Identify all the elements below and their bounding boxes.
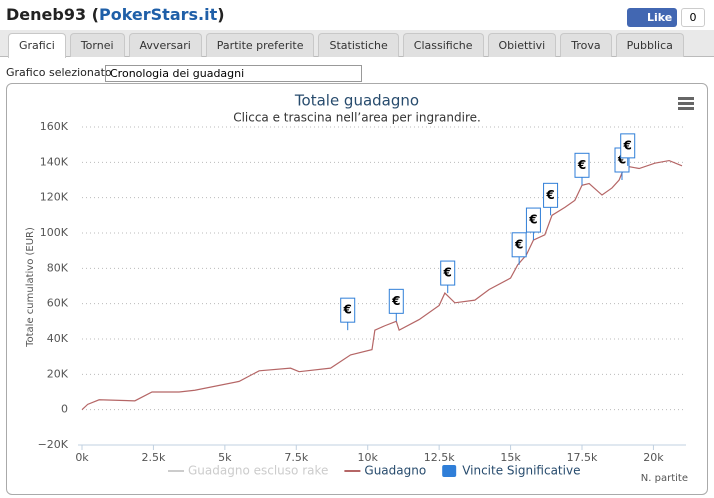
flag[interactable]: € [511,232,527,265]
flag[interactable]: € [543,182,559,216]
tab[interactable]: Classifiche [402,33,484,57]
series-line [81,159,683,411]
flag[interactable]: € [620,133,636,166]
tab[interactable]: Trova [560,33,612,57]
tab-bar: Grafici Tornei Avversari Partite preferite S… [0,30,714,58]
flag-box [525,207,541,233]
y-tick-label: 0 [61,403,68,416]
site-link[interactable]: PokerStars.it [98,5,218,24]
menu-button[interactable] [678,97,694,110]
legend-entry[interactable]: Guadagno [364,464,426,478]
like-button[interactable]: Like [627,8,677,27]
y-axis-title: Totale cumulativo (EUR) [25,227,36,348]
header-title: Deneb93 (PokerStars.it) [6,5,225,24]
flag-label: € [577,158,586,172]
x-tick-label: 12.5k [424,451,455,464]
flag-box [574,152,590,178]
y-tick-label: 40K [47,332,69,345]
flag[interactable]: € [388,288,404,322]
y-tick-label: 120K [40,191,69,204]
user: Deneb93 ( [6,5,99,24]
y-tick-label: 80K [47,261,69,274]
flag[interactable]: € [525,207,541,241]
selector-label: Grafico selezionato [6,66,112,79]
flag-label: € [391,294,400,308]
chart-box [6,83,708,495]
legend-entry[interactable]: Guadagno escluso rake [188,464,328,478]
y-tick-label: 60K [47,297,69,310]
flag-label: € [514,237,523,251]
flag-box [543,182,559,208]
y-tick-label: 20K [47,367,69,380]
flag-label: € [617,153,626,167]
x-tick-label: 15k [500,451,521,464]
flag-label: € [443,266,452,280]
y-tick-label: −20K [38,438,69,451]
x-tick-label: 7.5k [284,451,308,464]
flag-label: € [343,303,352,317]
flag[interactable]: € [340,297,356,331]
x-tick-label: 0k [75,451,89,464]
chart-title: Totale guadagno [294,92,419,110]
x-tick-label: 2.5k [141,451,165,464]
y-tick-label: 160K [40,120,69,133]
x-axis-title: N. partite [641,473,688,484]
flag-label: € [528,213,537,227]
like-count: 0 [681,8,705,27]
flag[interactable]: € [440,260,456,294]
legend-entry[interactable]: Vincite Significative [462,464,580,478]
y-tick-label: 100K [40,226,69,239]
selector[interactable]: Cronologia dei guadagni [105,65,362,82]
chart-subtitle: Clicca e trascina nell’area per ingrandi… [233,111,481,125]
flag-label: € [545,188,554,202]
x-tick-label: 17.5k [567,451,598,464]
flag-box [388,288,404,314]
x-tick-label: 5k [218,451,232,464]
tab[interactable]: Statistiche [318,33,399,57]
legend-symbol [442,465,457,477]
flag-box [440,260,456,286]
flag-box [340,297,356,323]
paren: ) [217,5,225,24]
tab[interactable]: Avversari [128,33,202,57]
selector-value: Cronologia dei guadagni [110,67,245,80]
x-tick-label: 20k [643,451,664,464]
tab[interactable]: Obiettivi [487,33,557,57]
tab[interactable]: Tornei [69,33,125,57]
flag-box [620,133,636,159]
flag[interactable]: € [574,152,590,186]
x-tick-label: 10k [358,451,379,464]
tab[interactable]: Grafici [8,33,66,58]
tab[interactable]: Partite preferite [205,33,315,57]
tab[interactable]: Pubblica [615,33,684,57]
flag-label: € [623,138,632,152]
flag-box [511,232,527,258]
y-tick-label: 140K [40,155,69,168]
